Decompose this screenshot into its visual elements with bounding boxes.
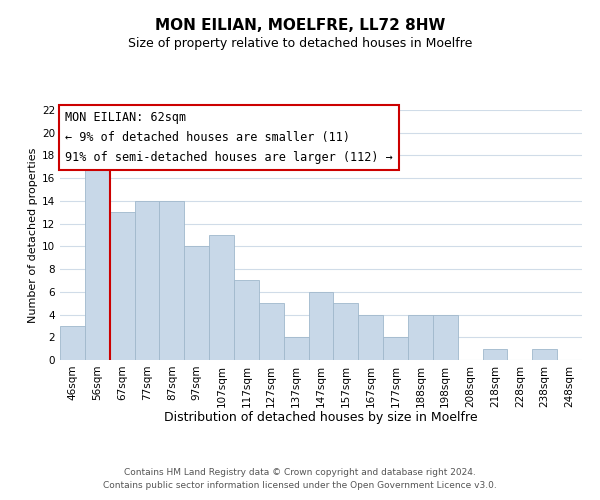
Bar — [160, 201, 184, 360]
Bar — [358, 314, 383, 360]
Bar — [284, 338, 308, 360]
Bar — [408, 314, 433, 360]
Text: Contains HM Land Registry data © Crown copyright and database right 2024.
Contai: Contains HM Land Registry data © Crown c… — [103, 468, 497, 490]
Text: MON EILIAN, MOELFRE, LL72 8HW: MON EILIAN, MOELFRE, LL72 8HW — [155, 18, 445, 32]
Y-axis label: Number of detached properties: Number of detached properties — [28, 148, 38, 322]
Bar — [85, 144, 110, 360]
Bar — [433, 314, 458, 360]
Bar — [259, 303, 284, 360]
Bar — [383, 338, 408, 360]
Bar — [234, 280, 259, 360]
Bar — [334, 303, 358, 360]
Text: MON EILIAN: 62sqm
← 9% of detached houses are smaller (11)
91% of semi-detached : MON EILIAN: 62sqm ← 9% of detached house… — [65, 112, 393, 164]
Text: Size of property relative to detached houses in Moelfre: Size of property relative to detached ho… — [128, 38, 472, 51]
Bar — [60, 326, 85, 360]
Bar — [532, 348, 557, 360]
Bar — [134, 201, 160, 360]
X-axis label: Distribution of detached houses by size in Moelfre: Distribution of detached houses by size … — [164, 411, 478, 424]
Bar — [209, 235, 234, 360]
Bar — [110, 212, 134, 360]
Bar — [482, 348, 508, 360]
Bar — [184, 246, 209, 360]
Bar — [308, 292, 334, 360]
